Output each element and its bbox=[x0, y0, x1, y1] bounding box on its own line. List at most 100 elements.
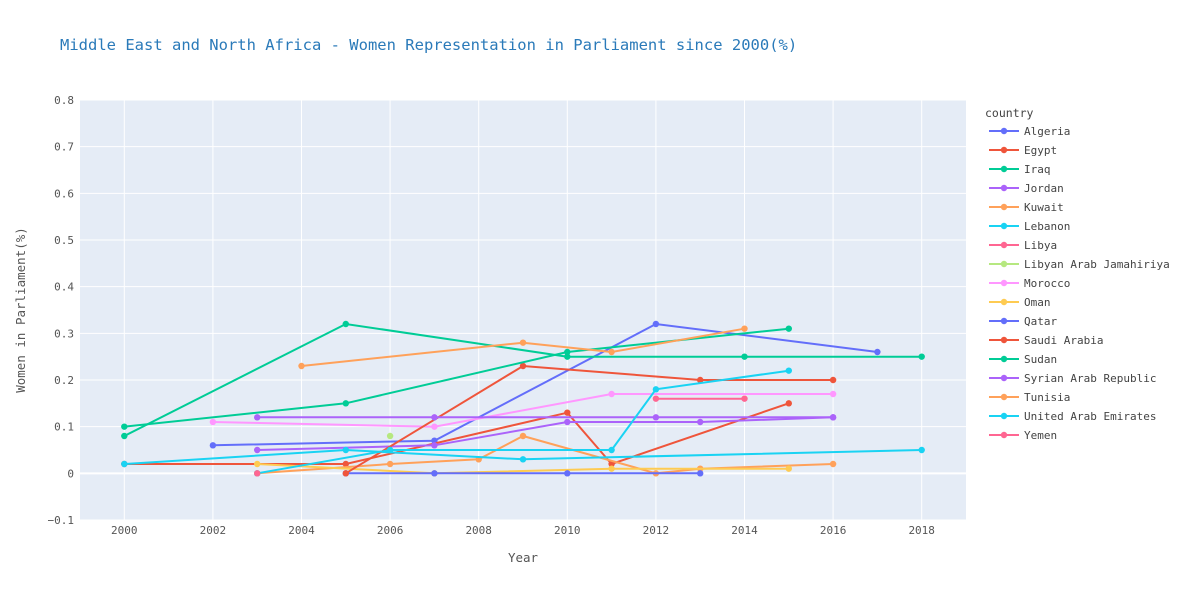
legend-item[interactable]: Algeria bbox=[989, 125, 1070, 138]
data-point[interactable] bbox=[608, 348, 615, 356]
data-point[interactable] bbox=[209, 442, 217, 449]
data-point[interactable] bbox=[918, 446, 925, 454]
legend-item[interactable]: Oman bbox=[989, 296, 1051, 309]
legend-label: Syrian Arab Republic bbox=[1024, 372, 1156, 385]
data-point[interactable] bbox=[785, 465, 792, 472]
data-point[interactable] bbox=[519, 339, 527, 346]
series-morocco[interactable] bbox=[209, 390, 837, 430]
legend-label: Jordan bbox=[1024, 182, 1064, 195]
legend-item[interactable]: Kuwait bbox=[989, 201, 1064, 214]
y-tick-label: 0.8 bbox=[54, 94, 74, 107]
data-point[interactable] bbox=[608, 446, 615, 454]
data-point[interactable] bbox=[608, 460, 615, 468]
data-point[interactable] bbox=[564, 418, 571, 426]
legend-item[interactable]: Saudi Arabia bbox=[989, 334, 1103, 347]
data-point[interactable] bbox=[829, 460, 837, 468]
data-point[interactable] bbox=[386, 432, 394, 440]
data-point[interactable] bbox=[121, 432, 128, 440]
series-syrian-arab-republic[interactable] bbox=[254, 414, 837, 421]
data-point[interactable] bbox=[519, 362, 527, 370]
legend-marker bbox=[1000, 431, 1008, 439]
legend-item[interactable]: Syrian Arab Republic bbox=[989, 372, 1156, 385]
data-point[interactable] bbox=[829, 376, 837, 384]
data-point[interactable] bbox=[564, 353, 571, 360]
x-tick-label: 2002 bbox=[200, 524, 227, 537]
series-tunisia[interactable] bbox=[298, 325, 748, 370]
data-point[interactable] bbox=[652, 386, 660, 393]
data-point[interactable] bbox=[386, 460, 394, 468]
data-point[interactable] bbox=[342, 470, 349, 477]
data-point[interactable] bbox=[829, 414, 837, 421]
data-point[interactable] bbox=[431, 442, 438, 449]
data-point[interactable] bbox=[874, 348, 881, 356]
data-point[interactable] bbox=[741, 395, 748, 402]
data-point[interactable] bbox=[519, 432, 527, 440]
data-point[interactable] bbox=[254, 446, 261, 454]
legend-label: Saudi Arabia bbox=[1024, 334, 1103, 347]
legend-item[interactable]: Tunisia bbox=[989, 391, 1070, 404]
legend-label: Egypt bbox=[1024, 144, 1057, 157]
data-point[interactable] bbox=[342, 400, 349, 407]
data-point[interactable] bbox=[254, 460, 261, 468]
data-point[interactable] bbox=[431, 414, 438, 421]
data-point[interactable] bbox=[342, 446, 349, 454]
legend-item[interactable]: Libya bbox=[989, 239, 1057, 252]
series-yemen[interactable] bbox=[254, 470, 261, 477]
series-iraq[interactable] bbox=[121, 320, 925, 440]
data-point[interactable] bbox=[431, 423, 438, 430]
legend[interactable]: Algeria Egypt Iraq Jordan Kuwait Lebanon Libya… bbox=[989, 125, 1170, 442]
data-point[interactable] bbox=[785, 325, 792, 332]
data-point[interactable] bbox=[386, 446, 394, 454]
data-point[interactable] bbox=[564, 348, 571, 356]
data-point[interactable] bbox=[697, 470, 704, 477]
legend-marker bbox=[1000, 336, 1008, 344]
data-point[interactable] bbox=[785, 367, 792, 374]
data-point[interactable] bbox=[652, 395, 660, 402]
data-point[interactable] bbox=[342, 460, 349, 468]
x-tick-label: 2010 bbox=[554, 524, 581, 537]
data-point[interactable] bbox=[918, 353, 925, 360]
data-point[interactable] bbox=[652, 320, 660, 328]
legend-marker bbox=[1000, 241, 1008, 249]
data-point[interactable] bbox=[829, 390, 837, 398]
y-axis-title: Women in Parliament(%) bbox=[13, 227, 28, 393]
data-point[interactable] bbox=[741, 325, 748, 332]
data-point[interactable] bbox=[519, 456, 527, 463]
legend-item[interactable]: Egypt bbox=[989, 144, 1057, 157]
data-point[interactable] bbox=[342, 320, 349, 328]
data-point[interactable] bbox=[121, 460, 128, 468]
legend-item[interactable]: Iraq bbox=[989, 163, 1051, 176]
data-point[interactable] bbox=[608, 390, 615, 398]
legend-marker bbox=[1000, 260, 1008, 268]
series-libya[interactable] bbox=[652, 395, 748, 402]
x-tick-label: 2006 bbox=[377, 524, 404, 537]
legend-item[interactable]: Morocco bbox=[989, 277, 1070, 290]
data-point[interactable] bbox=[652, 414, 660, 421]
data-point[interactable] bbox=[431, 470, 438, 477]
series-libyan-arab-jamahiriya[interactable] bbox=[386, 432, 394, 440]
legend-item[interactable]: Libyan Arab Jamahiriya bbox=[989, 258, 1170, 271]
data-point[interactable] bbox=[254, 470, 261, 477]
series-algeria[interactable] bbox=[209, 320, 881, 449]
data-point[interactable] bbox=[564, 409, 571, 416]
data-point[interactable] bbox=[121, 423, 128, 430]
data-point[interactable] bbox=[741, 353, 748, 360]
data-point[interactable] bbox=[254, 414, 261, 421]
data-point[interactable] bbox=[564, 470, 571, 477]
legend-item[interactable]: Lebanon bbox=[989, 220, 1070, 233]
data-point[interactable] bbox=[298, 362, 305, 370]
legend-label: Morocco bbox=[1024, 277, 1070, 290]
legend-item[interactable]: Yemen bbox=[989, 429, 1057, 442]
data-point[interactable] bbox=[697, 376, 704, 384]
data-point[interactable] bbox=[608, 465, 615, 472]
legend-item[interactable]: Sudan bbox=[989, 353, 1057, 366]
y-tick-label: −0.1 bbox=[48, 514, 75, 527]
data-point[interactable] bbox=[209, 418, 217, 426]
series-lebanon[interactable] bbox=[121, 446, 925, 468]
legend-item[interactable]: United Arab Emirates bbox=[989, 410, 1156, 423]
legend-item[interactable]: Jordan bbox=[989, 182, 1064, 195]
legend-item[interactable]: Qatar bbox=[989, 315, 1057, 328]
data-point[interactable] bbox=[785, 400, 792, 407]
data-point[interactable] bbox=[697, 418, 704, 426]
